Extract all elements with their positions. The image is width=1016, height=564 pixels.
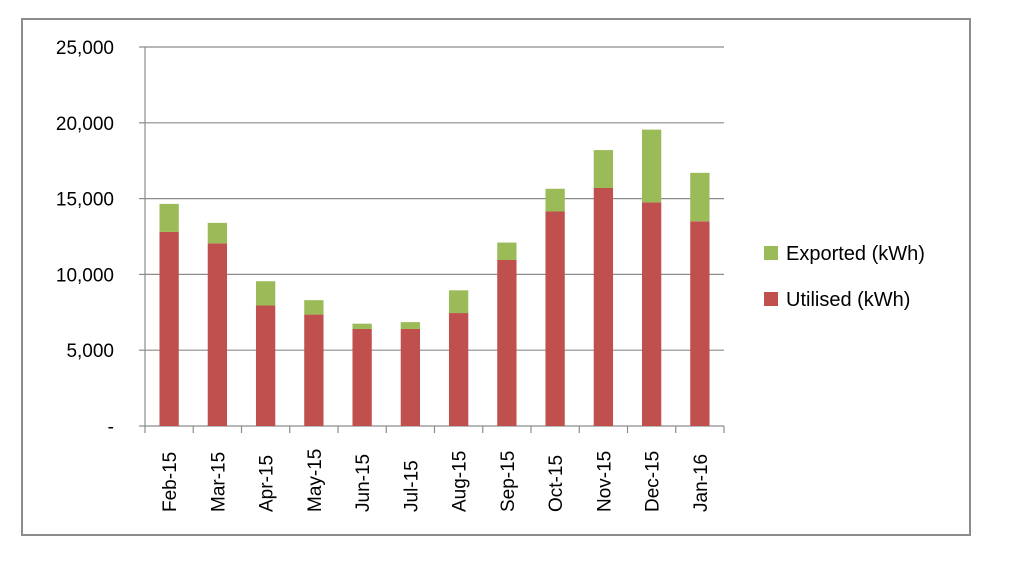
- bar-utilised: [255, 305, 276, 426]
- bar-exported: [448, 290, 469, 314]
- bar-exported: [352, 323, 372, 329]
- bar-utilised: [545, 211, 565, 426]
- y-tick-label: 25,000: [56, 38, 114, 59]
- x-tick-label: Jun-15: [353, 454, 374, 512]
- bar-utilised: [448, 313, 469, 426]
- bar-exported: [641, 129, 662, 203]
- bar-utilised: [207, 243, 228, 426]
- x-tick-label: Jul-15: [401, 460, 422, 512]
- legend-swatch: [764, 246, 778, 260]
- x-tick-label: Jan-16: [691, 454, 712, 512]
- y-tick-label: 20,000: [56, 114, 114, 135]
- x-tick-label: Dec-15: [643, 451, 664, 512]
- bar-exported: [304, 300, 324, 315]
- y-tick-label: 15,000: [56, 190, 114, 211]
- bar-exported: [690, 172, 710, 222]
- bar-exported: [400, 322, 421, 329]
- x-tick-label: Mar-15: [208, 452, 229, 512]
- y-tick-label: -: [108, 417, 114, 438]
- bar-exported: [207, 222, 228, 244]
- legend-swatch: [764, 292, 778, 306]
- x-tick-label: Apr-15: [257, 455, 278, 512]
- y-tick-label: 5,000: [66, 341, 114, 362]
- bar-exported: [497, 242, 517, 260]
- bar-exported: [593, 150, 614, 188]
- bar-utilised: [159, 231, 179, 426]
- bar-exported: [255, 281, 276, 306]
- x-tick-label: Nov-15: [594, 451, 615, 512]
- legend-label: Utilised (kWh): [786, 289, 910, 311]
- bar-utilised: [497, 259, 517, 426]
- x-tick-label: Oct-15: [546, 455, 567, 512]
- y-tick-label: 10,000: [56, 265, 114, 286]
- bar-utilised: [400, 328, 421, 426]
- x-tick-label: Sep-15: [498, 451, 519, 512]
- legend-label: Exported (kWh): [786, 243, 925, 265]
- bar-utilised: [593, 187, 614, 426]
- bar-utilised: [690, 221, 710, 426]
- bar-utilised: [304, 314, 324, 426]
- chart-frame: [21, 18, 971, 536]
- bar-utilised: [641, 202, 662, 426]
- x-tick-label: Feb-15: [160, 452, 181, 512]
- bar-exported: [159, 203, 179, 232]
- bar-utilised: [352, 328, 372, 426]
- bar-exported: [545, 188, 565, 212]
- x-tick-label: Aug-15: [450, 451, 471, 512]
- x-tick-label: May-15: [305, 449, 326, 512]
